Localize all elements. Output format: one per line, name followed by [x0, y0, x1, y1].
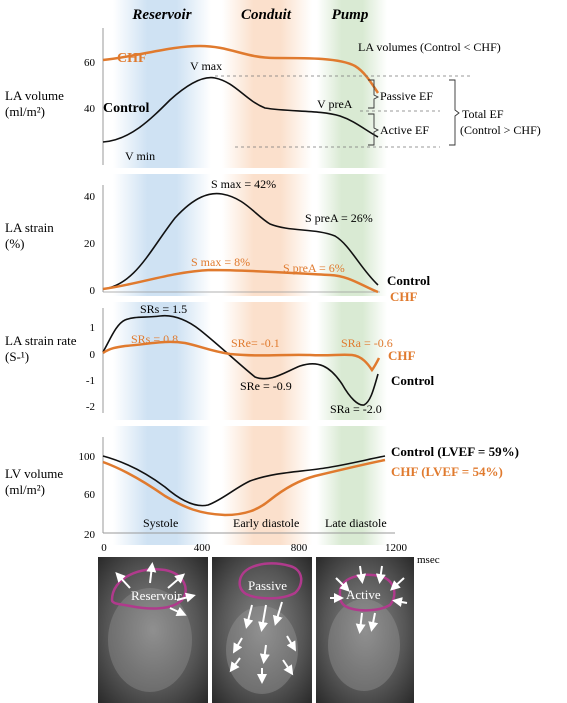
mri-image-reservoir: Reservoir	[98, 557, 208, 703]
y-tick-0: 0	[90, 349, 96, 361]
contraction-arrows	[330, 565, 408, 634]
panel-la-strain-rate: 1 0 -1 -2 LA strain rate (S-¹) SRs = 1.5…	[5, 302, 434, 416]
panel-la-volume: 60 40 LA volume (ml/m²) CHF Control V ma…	[5, 28, 541, 165]
x-tick-0: 0	[101, 542, 107, 554]
lv-control-label: Control (LVEF = 59%)	[391, 444, 519, 459]
x-tick-1200: 1200	[385, 542, 408, 554]
la-strain-control-label: Control	[387, 273, 430, 288]
y-tick-1: 1	[90, 322, 96, 334]
y-axis-unit: (%)	[5, 236, 25, 251]
panel-la-strain: 40 20 0 LA strain (%) S max = 42% S preA…	[5, 177, 430, 304]
chf-sre-label: SRe= -0.1	[231, 336, 280, 350]
panel-lv-volume: 100 60 20 LV volume (ml/m²) Control (LVE…	[5, 437, 519, 566]
y-tick-20: 20	[84, 238, 96, 250]
y-tick-60: 60	[84, 489, 96, 501]
y-tick-100: 100	[79, 451, 96, 463]
active-ef-label: Active EF	[380, 123, 429, 137]
x-tick-400: 400	[194, 542, 211, 554]
mri-image-active: Active	[316, 557, 414, 703]
phase-title-conduit: Conduit	[241, 7, 292, 23]
y-tick-20: 20	[84, 529, 96, 541]
la-strain-chf-curve	[102, 268, 379, 294]
mri-label-passive: Passive	[248, 578, 287, 593]
la-outline-passive	[238, 562, 303, 600]
panel-separator	[0, 420, 567, 426]
phase-title-pump: Pump	[332, 7, 369, 23]
y-axis-label: LA strain rate	[5, 333, 77, 348]
x-tick-800: 800	[291, 542, 308, 554]
control-sra-label: SRa = -2.0	[330, 402, 382, 416]
lv-volume-control-curve	[102, 455, 386, 507]
la-strain-rate-control-label: Control	[391, 373, 434, 388]
systole-label: Systole	[143, 516, 178, 530]
early-diastole-label: Early diastole	[233, 516, 299, 530]
lv-chf-label: CHF (LVEF = 54%)	[391, 464, 503, 479]
la-strain-control-curve	[102, 192, 379, 290]
x-axis-unit: msec	[417, 554, 440, 566]
active-ef-bracket	[368, 113, 380, 146]
total-ef-sublabel: (Control > CHF)	[460, 123, 541, 137]
y-axis-label: LV volume	[5, 466, 63, 481]
y-axis-label: LA strain	[5, 220, 54, 235]
mri-label-reservoir: Reservoir	[131, 588, 182, 603]
y-tick-minus1: -1	[86, 375, 95, 387]
la-volume-chf-curve	[102, 44, 380, 94]
total-ef-bracket	[449, 79, 460, 146]
panel-separator	[0, 168, 567, 174]
la-strain-rate-chf-curve	[102, 340, 381, 373]
y-axis-label: LA volume	[5, 88, 64, 103]
chf-smax-label: S max = 8%	[191, 255, 250, 269]
y-axis-unit: (S-¹)	[5, 349, 29, 364]
la-volume-control-curve	[102, 76, 379, 143]
v-max-label: V max	[190, 59, 222, 73]
late-diastole-label: Late diastole	[325, 516, 387, 530]
v-min-label: V min	[125, 149, 155, 163]
control-sre-label: SRe = -0.9	[240, 379, 292, 393]
chf-sra-label: SRa = -0.6	[341, 336, 393, 350]
passive-flow-arrows	[229, 601, 297, 684]
control-smax-label: S max = 42%	[211, 177, 276, 191]
passive-ef-bracket	[368, 79, 380, 109]
la-volume-chf-label: CHF	[117, 51, 147, 66]
y-tick-0: 0	[90, 285, 96, 297]
chf-srs-label: SRs = 0.8	[131, 332, 178, 346]
y-axis-unit: (ml/m²)	[5, 482, 45, 497]
lv-volume-chf-curve	[102, 458, 386, 517]
mri-image-passive: Passive	[212, 557, 312, 703]
la-strain-rate-control-curve	[102, 314, 379, 406]
y-tick-minus2: -2	[86, 401, 95, 413]
la-outline-reservoir	[110, 568, 187, 610]
la-strain-chf-label: CHF	[390, 289, 418, 304]
phase-title-reservoir: Reservoir	[131, 7, 191, 23]
passive-ef-label: Passive EF	[380, 89, 433, 103]
control-srs-label: SRs = 1.5	[140, 302, 187, 316]
la-volume-control-label: Control	[103, 101, 150, 116]
chf-sprea-label: S preA = 6%	[283, 261, 345, 275]
y-tick-60: 60	[84, 57, 96, 69]
expansion-arrows	[115, 562, 196, 617]
total-ef-label: Total EF	[462, 107, 504, 121]
y-axis-unit: (ml/m²)	[5, 104, 45, 119]
mri-label-active: Active	[346, 587, 381, 602]
y-tick-40: 40	[84, 103, 96, 115]
control-sprea-label: S preA = 26%	[305, 211, 373, 225]
panel-separator	[0, 296, 567, 302]
v-prea-label: V preA	[317, 97, 353, 111]
y-tick-40: 40	[84, 191, 96, 203]
la-strain-rate-chf-label: CHF	[388, 348, 416, 363]
la-volumes-note: LA volumes (Control < CHF)	[358, 40, 501, 54]
